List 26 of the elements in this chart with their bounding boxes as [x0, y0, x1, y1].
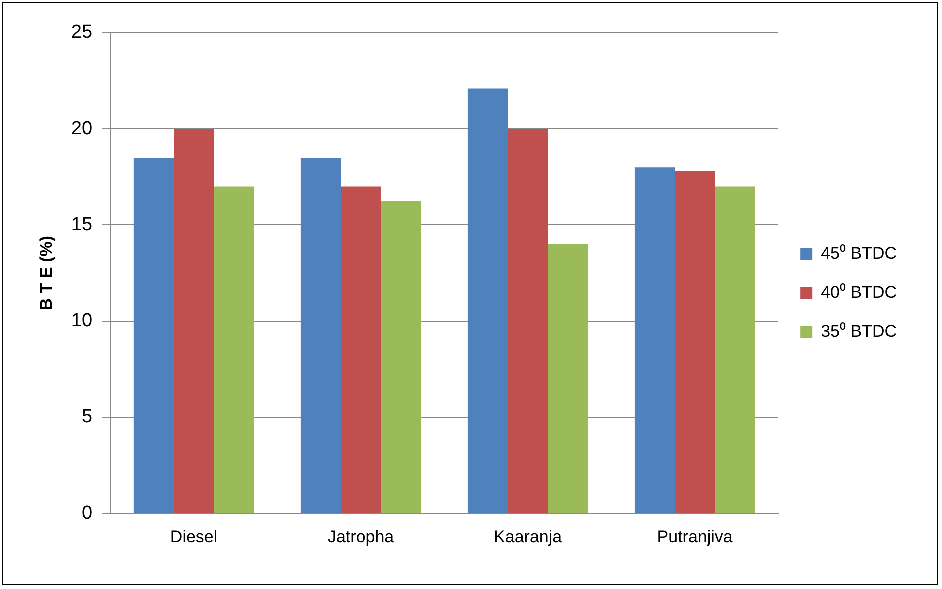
- bar: [468, 88, 508, 514]
- legend-label: 35⁰ BTDC: [821, 322, 898, 342]
- x-tick-label: Kaaranja: [494, 527, 563, 546]
- bar: [134, 158, 174, 514]
- x-tick-label: Diesel: [170, 527, 218, 546]
- y-axis-title: B T E (%): [36, 236, 56, 311]
- y-tick-label: 5: [82, 406, 93, 428]
- y-tick-label: 0: [82, 502, 93, 524]
- y-tick-label: 20: [71, 118, 93, 140]
- x-tick-label: Putranjiva: [657, 527, 734, 546]
- y-tick-label: 10: [71, 310, 93, 332]
- bar: [715, 186, 756, 514]
- bar: [300, 158, 342, 514]
- legend-label: 40⁰ BTDC: [821, 283, 898, 302]
- y-tick-label: 15: [71, 214, 93, 236]
- bar: [341, 186, 382, 514]
- bar: [214, 186, 254, 514]
- bar: [634, 168, 676, 514]
- y-tick-label: 25: [71, 22, 93, 44]
- bar: [381, 201, 422, 514]
- x-tick-label: Jatropha: [328, 527, 395, 546]
- bar: [548, 244, 588, 514]
- bar: [675, 171, 716, 514]
- bar: [508, 129, 548, 514]
- bar: [174, 129, 214, 514]
- legend-label: 45⁰ BTDC: [821, 244, 898, 264]
